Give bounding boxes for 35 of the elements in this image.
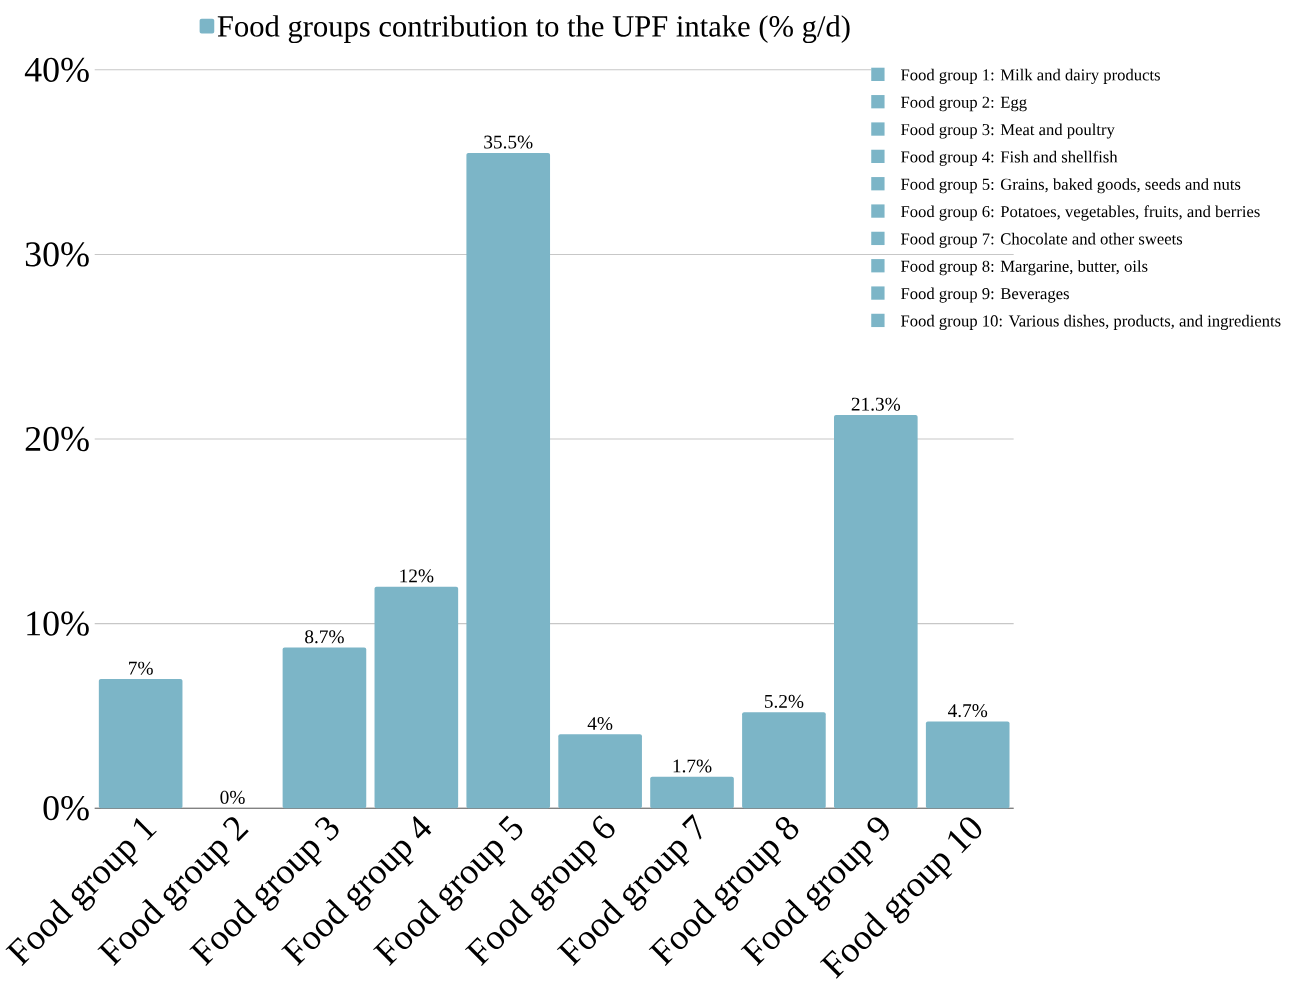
bar	[282, 647, 367, 809]
text: 12%	[400, 569, 434, 583]
bar	[742, 712, 826, 809]
bar	[98, 679, 183, 809]
annotation: Food group 9: Beverages	[900, 287, 1069, 303]
annotation: Food group 8: Margarine, butter, oils	[900, 260, 1148, 276]
bar	[374, 586, 459, 809]
annotation: Food group 10: Various dishes, products, and ingredients	[900, 314, 1281, 331]
y-tick-label: 30%	[25, 242, 89, 267]
text: 5.2%	[764, 694, 804, 709]
y-tick-label: 10%	[27, 611, 89, 636]
text: 4%	[587, 717, 613, 731]
annotation: Food group 1: Milk and dairy products	[900, 68, 1160, 85]
text: 7%	[129, 661, 153, 675]
bar	[466, 153, 551, 809]
y-tick-label: 0%	[43, 796, 89, 821]
annotation: Food group 3: Meat and poultry	[900, 123, 1115, 139]
bar	[925, 721, 1010, 809]
annotation: Food group 4: Fish and shellfish	[900, 150, 1118, 167]
bar	[650, 776, 734, 809]
y-tick-label: 20%	[25, 426, 89, 452]
annotation: Food group 5: Grains, baked goods, seeds and nuts	[900, 178, 1241, 194]
annotation: Food group 2: Egg	[900, 96, 1027, 112]
text: 8.7%	[305, 630, 344, 644]
annotation: Food group 7: Chocolate and other sweets	[900, 232, 1183, 249]
legend-label: Food groups contribution to the UPF intake (% g/d)	[217, 15, 850, 44]
text: 0%	[220, 790, 245, 805]
text: 4.7%	[947, 704, 988, 718]
text: 1.7%	[673, 759, 712, 773]
y-tick-label: 40%	[24, 57, 89, 83]
bar	[558, 734, 642, 809]
text: 21.3%	[851, 397, 901, 411]
bar	[834, 415, 918, 809]
annotation: Food group 6: Potatoes, vegetables, fruits, and berries	[900, 205, 1260, 221]
text: 35.5%	[484, 135, 533, 149]
